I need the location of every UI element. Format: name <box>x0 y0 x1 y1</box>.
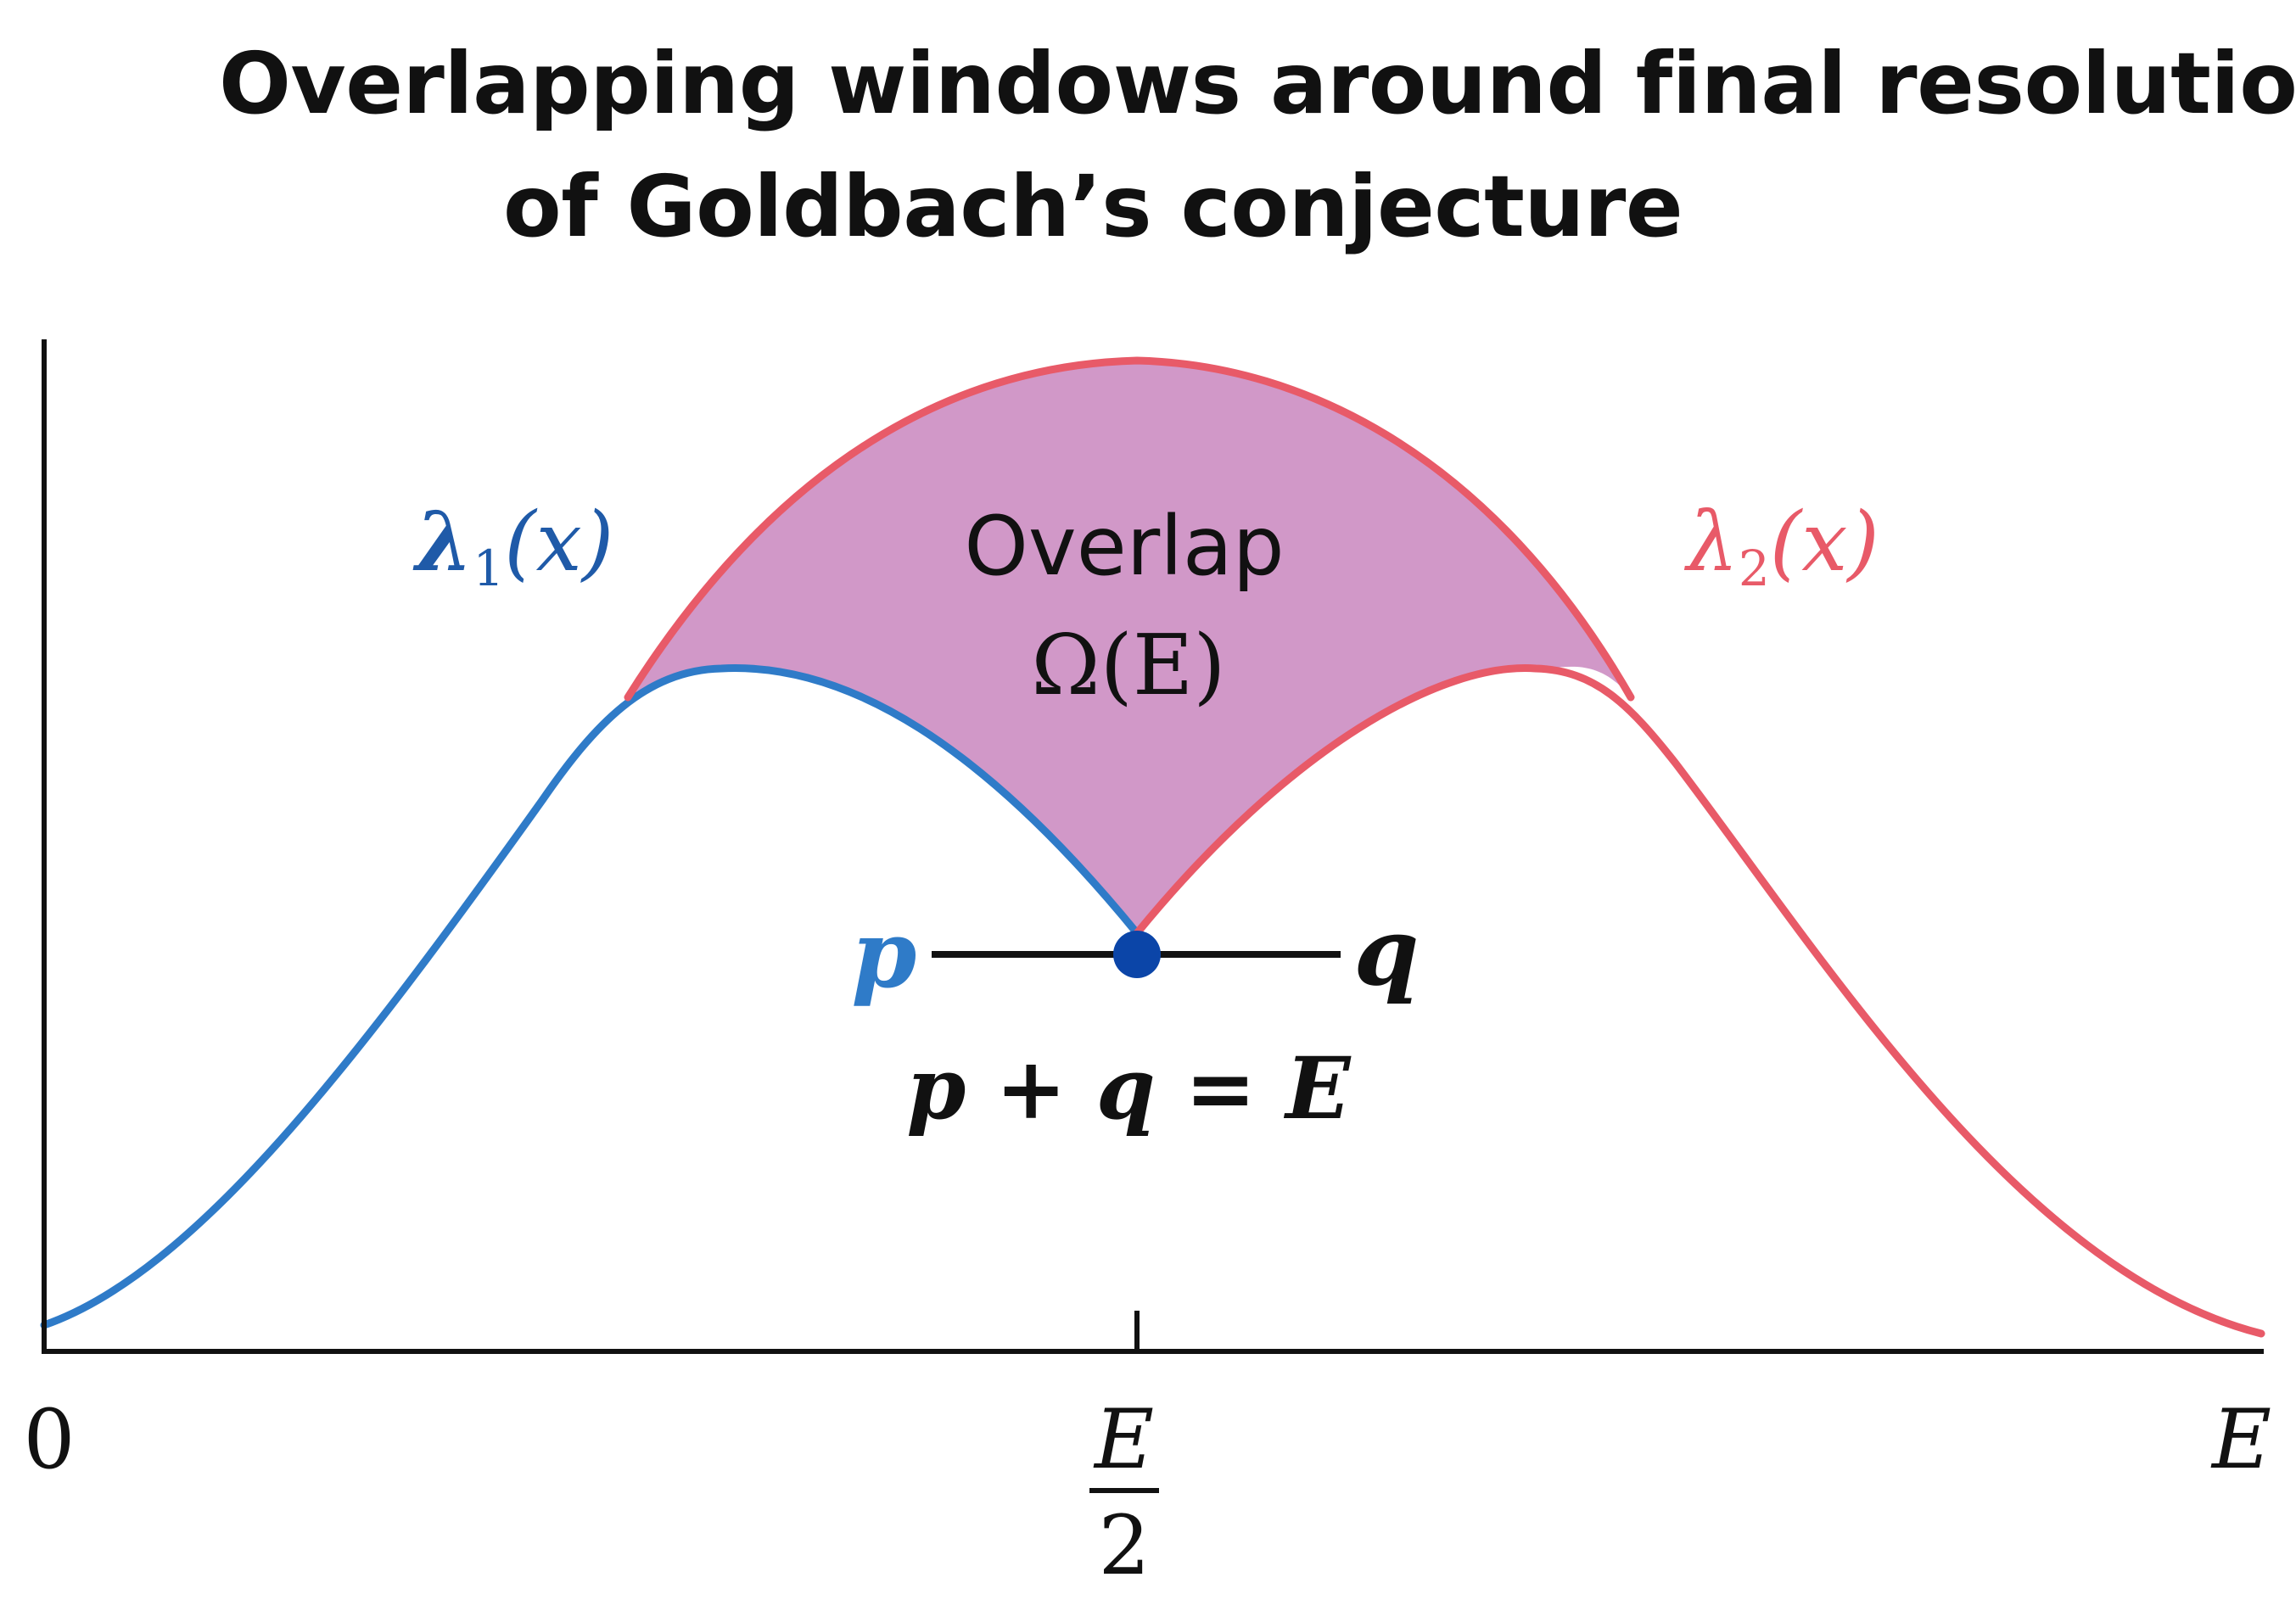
overlap-label: Overlap <box>964 499 1284 594</box>
p-label: p <box>852 899 917 1009</box>
title-line-1: Overlapping windows around final resolut… <box>219 34 2296 133</box>
overlap-region <box>628 361 1631 933</box>
lambda2-label: λ2(x) <box>1683 495 1879 597</box>
lambda1-subscript: 1 <box>473 540 504 597</box>
title-line-2: of Goldbach’s conjecture <box>503 157 1683 256</box>
overlap-symbol: Ω(E) <box>1031 618 1225 714</box>
lambda2-symbol: λ <box>1683 495 1739 590</box>
lambda1-label: λ1(x) <box>412 494 613 597</box>
lambda2-curve <box>1133 664 2265 1338</box>
axis-origin-label: 0 <box>23 1392 75 1487</box>
equation-label: p + q = E <box>907 1038 1352 1138</box>
lambda2-arg: (x) <box>1770 495 1879 590</box>
axis-end-label: E <box>2210 1392 2271 1487</box>
lambda1-symbol: λ <box>412 494 473 590</box>
axis-mid-denominator: 2 <box>1098 1498 1150 1593</box>
lambda2-subscript: 2 <box>1739 540 1770 597</box>
q-label: q <box>1354 897 1420 1006</box>
lambda1-curve <box>40 664 1141 1329</box>
overlap-top-arc <box>624 356 1635 702</box>
lambda1-arg: (x) <box>504 495 613 590</box>
meeting-point <box>1113 931 1161 978</box>
axis-mid-numerator: E <box>1093 1392 1154 1487</box>
